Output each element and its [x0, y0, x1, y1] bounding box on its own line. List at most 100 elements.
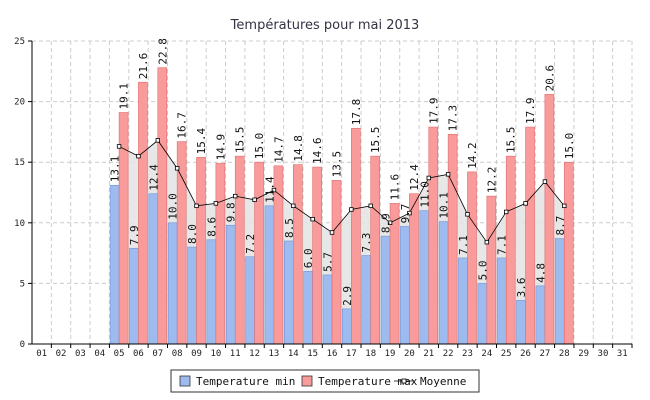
- max-value-label: 16.7: [176, 112, 189, 139]
- average-marker: [310, 216, 315, 222]
- average-marker: [465, 212, 470, 217]
- legend-swatch-min: [179, 375, 191, 387]
- x-tick-label: 07: [152, 349, 163, 359]
- x-tick-label: 19: [385, 349, 396, 359]
- min-bar: [535, 285, 546, 345]
- average-marker: [174, 166, 180, 171]
- max-bar: [196, 157, 206, 345]
- max-bar: [176, 141, 187, 345]
- legend-label-min: Temperature min: [196, 375, 295, 388]
- min-bar: [264, 205, 275, 345]
- min-bar: [245, 256, 255, 345]
- min-value-label: 5.0: [476, 261, 489, 281]
- max-bar: [563, 161, 574, 345]
- max-value-label: 20.6: [543, 65, 556, 92]
- average-marker: [562, 203, 567, 209]
- x-tick-label: 09: [191, 349, 202, 359]
- min-value-label: 11.0: [418, 181, 431, 208]
- x-tick-label: 25: [501, 349, 512, 359]
- x-tick-label: 15: [307, 349, 318, 359]
- min-value-label: 3.6: [515, 277, 528, 297]
- min-bar: [361, 255, 372, 345]
- legend: Temperature min Temperature max Moyenne: [170, 369, 480, 393]
- min-bar: [303, 270, 313, 345]
- min-value-label: 7.2: [244, 234, 257, 254]
- min-value-label: 7.1: [496, 235, 509, 255]
- max-value-label: 14.8: [292, 135, 305, 162]
- average-marker: [426, 175, 431, 181]
- average-marker: [252, 197, 257, 202]
- x-tick-label: 31: [617, 349, 628, 359]
- x-tick-label: 10: [210, 349, 221, 359]
- min-bar: [380, 235, 391, 345]
- min-value-label: 7.9: [128, 225, 141, 245]
- min-value-label: 6.0: [302, 248, 315, 268]
- max-bar: [234, 155, 245, 345]
- x-tick-label: 24: [481, 349, 492, 359]
- average-marker: [523, 201, 528, 206]
- x-tick-label: 14: [288, 349, 299, 359]
- min-value-label: 13.1: [109, 156, 122, 183]
- max-value-label: 15.5: [505, 127, 518, 154]
- min-value-label: 8.5: [283, 218, 296, 238]
- chart-title: Températures pour mai 2013: [230, 18, 420, 33]
- y-tick-label: 15: [14, 158, 25, 168]
- max-value-label: 21.6: [137, 53, 150, 80]
- average-line-layer: [116, 138, 567, 245]
- max-value-label: 22.8: [156, 38, 169, 65]
- min-value-label: 8.0: [186, 224, 199, 244]
- x-tick-label: 27: [539, 349, 550, 359]
- x-tick-label: 21: [423, 349, 434, 359]
- min-bar: [109, 184, 120, 345]
- x-tick-label: 20: [404, 349, 415, 359]
- min-value-label: 4.8: [534, 263, 547, 283]
- x-tick-label: 01: [36, 349, 47, 359]
- y-tick-label: 25: [14, 37, 25, 47]
- average-marker: [445, 172, 451, 177]
- min-value-label: 9.8: [225, 202, 238, 222]
- average-marker: [503, 209, 509, 215]
- average-marker: [136, 153, 141, 159]
- x-tick-label: 28: [559, 349, 570, 359]
- min-value-label: 12.4: [147, 164, 160, 191]
- max-value-label: 19.1: [118, 83, 131, 110]
- x-tick-label: 03: [75, 349, 86, 359]
- max-bar: [525, 126, 535, 345]
- max-bar: [467, 171, 477, 345]
- min-bar: [458, 257, 468, 345]
- max-bar: [292, 164, 303, 345]
- max-value-label: 15.5: [369, 127, 382, 154]
- max-bar: [544, 94, 555, 345]
- x-tick-label: 05: [114, 349, 125, 359]
- max-bar: [351, 127, 361, 345]
- max-value-label: 11.6: [389, 174, 402, 201]
- average-marker: [194, 203, 199, 209]
- x-tick-label: 12: [249, 349, 260, 359]
- min-value-label: 7.3: [360, 233, 373, 253]
- max-bar: [447, 134, 458, 345]
- min-bar: [496, 257, 507, 345]
- max-value-label: 17.9: [524, 98, 537, 125]
- min-bar: [187, 246, 197, 345]
- y-tick-label: 0: [20, 340, 25, 350]
- min-value-label: 8.9: [380, 213, 393, 233]
- max-bar: [428, 126, 439, 345]
- x-tick-label: 04: [94, 349, 105, 359]
- min-value-label: 5.7: [322, 252, 335, 272]
- max-value-label: 15.5: [234, 127, 247, 154]
- min-bar: [554, 238, 565, 345]
- min-bar: [206, 239, 217, 345]
- bars-layer: [109, 67, 574, 345]
- legend-label-avg: Moyenne: [420, 375, 466, 388]
- min-value-label: 9.7: [399, 204, 412, 224]
- max-value-label: 17.3: [447, 105, 460, 132]
- min-bar: [419, 210, 430, 345]
- min-bar: [438, 221, 449, 345]
- max-value-label: 15.4: [195, 127, 208, 154]
- max-value-label: 14.7: [272, 136, 285, 163]
- min-value-label: 11.4: [263, 176, 276, 203]
- x-tick-label: 06: [133, 349, 144, 359]
- average-marker: [368, 203, 373, 209]
